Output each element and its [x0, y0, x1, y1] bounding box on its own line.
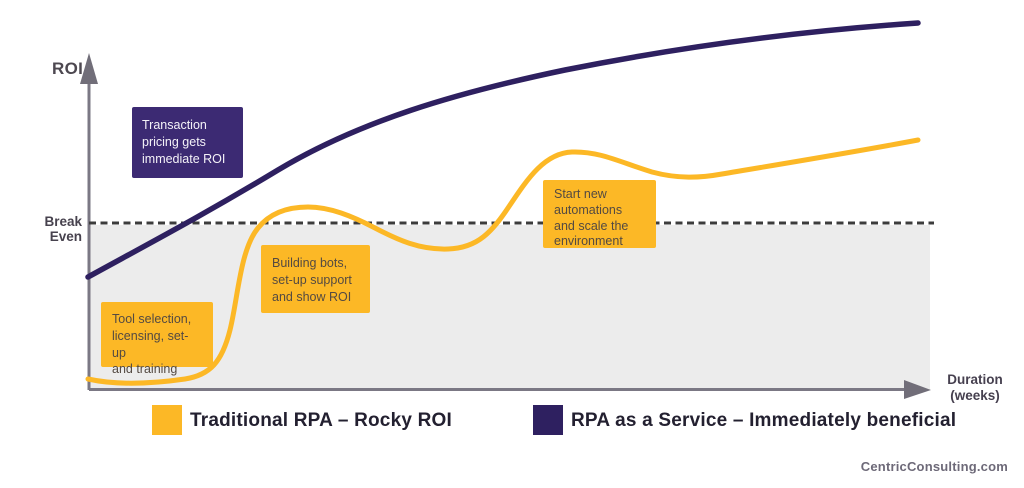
traditional-rpa-curve — [85, 137, 921, 386]
annotation-line: Start new — [554, 187, 607, 201]
legend-label-rpa-as-a-service: RPA as a Service – Immediately beneficia… — [571, 410, 957, 431]
annotation-line: set-up support — [272, 272, 352, 287]
legend-swatch-traditional-rpa — [152, 405, 182, 435]
up-arrow-icon — [80, 53, 98, 84]
x-axis-label-text: Duration — [947, 372, 1003, 387]
annotation-line: and scale the — [554, 218, 629, 233]
x-axis-label-unit: (weeks) — [950, 387, 1000, 403]
annotation-line: Building bots, — [272, 256, 348, 270]
annotation-line: Tool selection, — [112, 312, 192, 326]
below-break-even-region — [90, 225, 930, 390]
annotation-building-bots: Building bots, set-up support and show R… — [261, 245, 370, 313]
annotation-line: automations — [554, 202, 623, 217]
right-arrow-icon — [904, 380, 931, 399]
annotation-line: environment — [554, 234, 623, 249]
legend-label-traditional-rpa: Traditional RPA – Rocky ROI — [190, 410, 452, 431]
annotation-transaction-pricing: Transaction pricing gets immediate ROI — [132, 107, 243, 178]
annotation-line: and show ROI — [272, 289, 352, 304]
break-even-label: Break Even — [44, 214, 82, 244]
y-axis-label: ROI — [52, 59, 84, 78]
annotation-line: licensing, set-up — [112, 328, 189, 360]
annotation-line: immediate ROI — [142, 151, 226, 166]
legend-swatch-rpa-as-a-service — [533, 405, 563, 435]
service-rpa-curve — [85, 20, 921, 280]
annotation-line: pricing gets — [142, 134, 206, 149]
annotation-tool-selection: Tool selection, licensing, set-up and tr… — [101, 302, 213, 376]
annotation-start-new-automations: Start new automations and scale the envi… — [543, 180, 656, 248]
watermark: CentricConsulting.com — [860, 459, 1008, 474]
annotation-line: Transaction — [142, 118, 207, 132]
annotation-line: and training — [112, 362, 178, 377]
x-axis-label: Duration (weeks) — [938, 372, 1012, 404]
